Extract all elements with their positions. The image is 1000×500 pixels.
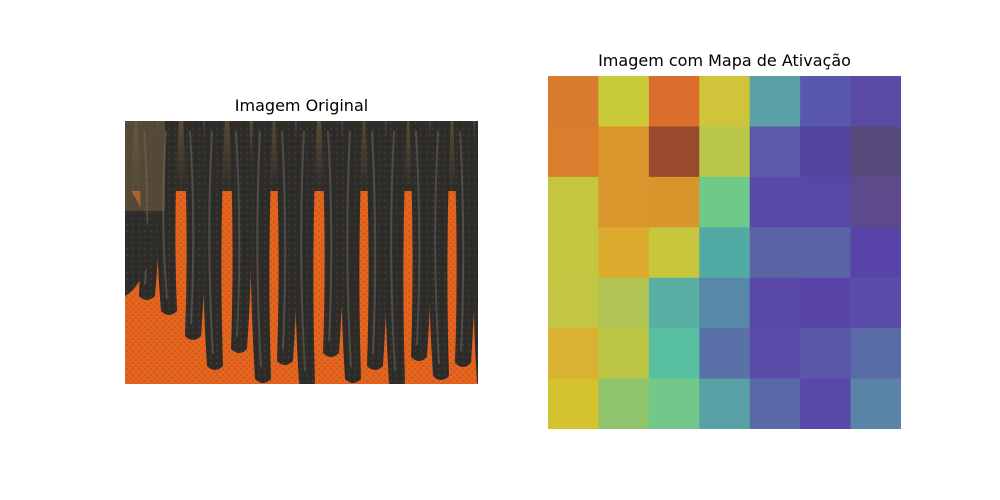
activation-cell-r5-c0: [548, 328, 600, 380]
activation-map: [548, 76, 901, 429]
activation-cell-r2-c6: [850, 176, 901, 228]
activation-cell-r3-c0: [548, 227, 600, 279]
activation-cell-r6-c0: [548, 378, 600, 429]
activation-cell-r3-c4: [749, 227, 801, 279]
activation-cell-r6-c5: [800, 378, 852, 429]
activation-cell-r0-c6: [850, 76, 901, 128]
activation-cell-r5-c2: [648, 328, 700, 380]
activation-cell-r2-c5: [800, 176, 852, 228]
activation-cell-r2-c0: [548, 176, 600, 228]
activation-cell-r2-c2: [648, 176, 700, 228]
activation-cell-r4-c4: [749, 277, 801, 329]
activation-cell-r5-c4: [749, 328, 801, 380]
activation-cell-r1-c1: [598, 126, 650, 178]
activation-cell-r4-c0: [548, 277, 600, 329]
activation-cell-r2-c4: [749, 176, 801, 228]
activation-cell-r6-c4: [749, 378, 801, 429]
activation-cell-r1-c3: [699, 126, 751, 178]
activation-cell-r0-c3: [699, 76, 751, 128]
activation-cell-r4-c6: [850, 277, 901, 329]
activation-cell-r1-c2: [648, 126, 700, 178]
activation-cell-r5-c1: [598, 328, 650, 380]
activation-cell-r0-c1: [598, 76, 650, 128]
activation-cell-r0-c0: [548, 76, 600, 128]
activation-cell-r6-c3: [699, 378, 751, 429]
activation-cell-r4-c3: [699, 277, 751, 329]
activation-cell-r1-c0: [548, 126, 600, 178]
activation-cell-r3-c1: [598, 227, 650, 279]
activation-cell-r0-c4: [749, 76, 801, 128]
activation-cell-r6-c2: [648, 378, 700, 429]
activation-cell-r4-c5: [800, 277, 852, 329]
activation-cell-r6-c1: [598, 378, 650, 429]
activation-cell-r3-c6: [850, 227, 901, 279]
original-image: [125, 121, 478, 384]
activation-cell-r3-c3: [699, 227, 751, 279]
activation-cell-r1-c6: [850, 126, 901, 178]
activation-cell-r6-c6: [850, 378, 901, 429]
activation-cell-r4-c2: [648, 277, 700, 329]
activation-cell-r0-c5: [800, 76, 852, 128]
activation-cell-r4-c1: [598, 277, 650, 329]
activation-cell-r1-c4: [749, 126, 801, 178]
activation-cell-r1-c5: [800, 126, 852, 178]
activation-cell-r2-c3: [699, 176, 751, 228]
activation-cell-r3-c5: [800, 227, 852, 279]
activation-cell-r5-c6: [850, 328, 901, 380]
activation-cell-r2-c1: [598, 176, 650, 228]
activation-cell-r3-c2: [648, 227, 700, 279]
activation-cell-r5-c3: [699, 328, 751, 380]
activation-map-title: Imagem com Mapa de Ativação: [598, 51, 851, 70]
activation-cell-r0-c2: [648, 76, 700, 128]
original-image-title: Imagem Original: [234, 96, 369, 115]
activation-cell-r5-c5: [800, 328, 852, 380]
